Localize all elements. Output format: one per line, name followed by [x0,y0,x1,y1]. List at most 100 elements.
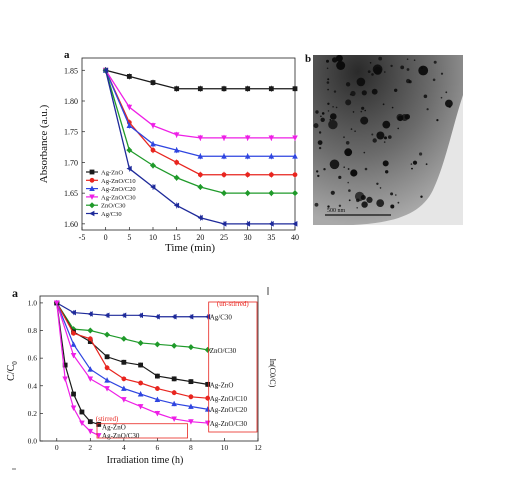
data-point-ag-c30 [173,202,180,209]
nanoparticle [384,71,386,73]
nanoparticle [433,60,437,64]
nanoparticle [432,78,436,82]
nanoparticle [354,130,356,132]
data-point-zno-c30 [204,346,211,353]
data-point-ag-zno-c10 [245,172,251,178]
nanoparticle [406,58,409,60]
y-tick-label: 1.75 [64,128,78,137]
nanoparticle [406,68,410,71]
nanoparticle [329,159,340,170]
x-tick-label: 20 [196,233,204,242]
legend-marker [89,169,95,175]
data-point-ag-c30 [171,313,177,320]
data-point-ag-zno-c20 [197,153,204,159]
series-line-ag-zno [56,302,208,385]
nanoparticle [369,62,372,64]
nanoparticle [383,141,386,143]
data-point-ag-zno-c30-stirred [70,405,77,411]
nanoparticle [436,119,439,122]
data-point-zno-c30 [292,190,298,197]
data-point-ag-zno-stirred [87,419,93,425]
data-point-ag-zno-c10 [71,330,76,336]
nanoparticle [356,207,358,209]
series-line-zno-c30 [56,302,208,351]
nanoparticle [385,170,389,174]
nanoparticle [350,128,353,130]
y-tick-label: 1.70 [64,158,78,167]
nanoparticle [363,151,366,154]
data-point-ag-zno-c10 [188,394,194,400]
y-tick-label: 0.6 [28,354,38,363]
data-point-ag-zno-c30 [104,386,110,392]
y-tick-label: 1.60 [64,220,78,229]
data-point-ag-zno-c30-stirred [53,300,60,306]
y-tick-label: 0.0 [28,437,38,446]
nanoparticle [352,111,355,113]
data-point-ag-zno-c20 [204,406,211,412]
nanoparticle [326,81,330,84]
data-point-ag-zno-c30 [268,135,275,141]
series-end-label: ZnO/C30 [210,347,237,355]
data-point-ag-zno [268,86,274,92]
nanoparticle [384,136,387,140]
data-point-ag-zno-c30 [197,135,204,141]
nanoparticle [361,90,367,96]
nanoparticle [327,78,330,81]
data-point-ag-zno-c20 [221,153,227,159]
x-tick-label: 12 [254,443,262,452]
nanoparticle [327,102,330,105]
legend-entry: Ag-ZnO/C20 [101,186,136,193]
legend-entry: Ag-ZnO [101,170,123,177]
nanoparticle [360,110,363,113]
nanoparticle [333,90,337,93]
y-tick-label: 0.4 [28,381,38,390]
nanoparticle [364,109,366,112]
nanoparticle [326,59,329,63]
data-point-ag-zno-c30 [137,404,144,410]
nanoparticle [413,59,416,61]
series-line-ag-zno-c20 [105,70,295,157]
data-point-zno-c30 [244,190,251,197]
nanoparticle [390,192,394,196]
legend-entry: Ag-ZnO/C30 [101,194,136,201]
nanoparticle [345,141,350,145]
x-tick-label: 25 [220,233,228,242]
nanoparticle [394,88,398,92]
x-tick-label: 10 [221,443,229,452]
nanoparticle [330,190,335,195]
data-point-ag-zno-c20 [244,153,251,159]
unstirred-box [208,301,258,433]
x-tick-label: 40 [291,233,299,242]
stirred-box [96,423,188,439]
nanoparticle [445,99,453,108]
nanoparticle [345,99,352,106]
nanoparticle [326,67,329,70]
right-axis-label: ln(C0/C) [268,359,277,388]
nanoparticle [318,131,322,134]
nanoparticle [317,140,323,145]
data-point-ag-zno-c20 [154,396,161,402]
data-point-ag-zno-c30 [87,376,94,382]
data-point-ag-zno-c30 [121,397,127,403]
nanoparticle [376,182,379,185]
nanoparticle [354,191,365,202]
series-end-label: Ag-ZnO/C30 [210,420,248,428]
plot-frame [81,57,296,231]
nanoparticle [397,201,400,204]
data-point-ag-zno-c30 [292,135,298,141]
data-point-zno-c30 [120,335,127,342]
data-point-ag-zno [197,86,203,92]
nanoparticle [320,115,322,118]
stirred-series-label: Ag-ZnO [102,423,126,431]
nanoparticle [401,114,409,121]
data-point-ag-zno-c30 [126,104,133,111]
data-point-ag-zno-c20 [188,403,194,409]
data-point-ag-zno-c30-stirred [62,376,68,382]
nanoparticle [343,136,345,139]
x-tick-label: 10 [149,233,157,242]
data-point-ag-c30 [137,312,144,319]
nanoparticle [410,163,413,165]
nanoparticle [344,148,353,157]
data-point-zno-c30 [104,331,111,338]
data-point-zno-c30 [221,190,227,197]
